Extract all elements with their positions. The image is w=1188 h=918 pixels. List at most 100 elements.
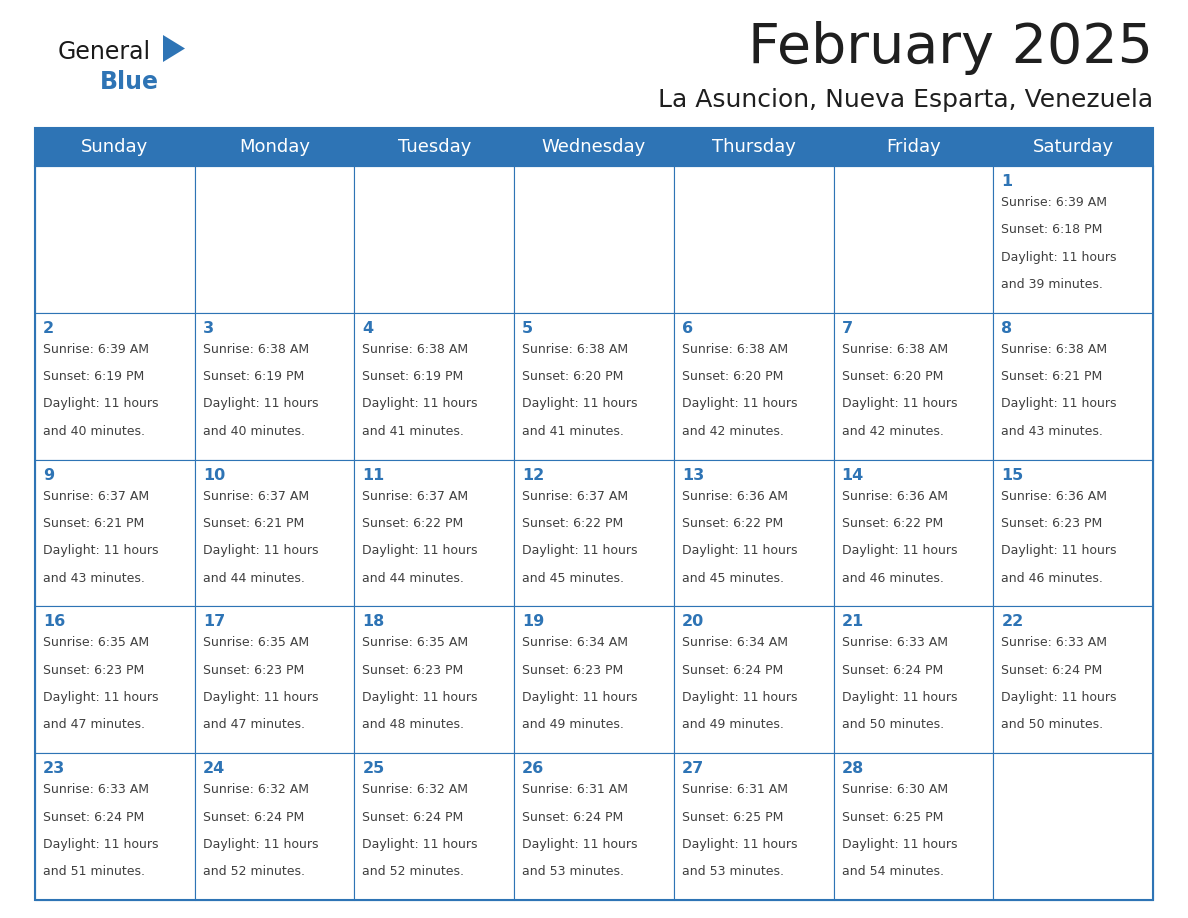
Text: 10: 10 xyxy=(203,467,225,483)
Text: Sunset: 6:21 PM: Sunset: 6:21 PM xyxy=(203,517,304,530)
Text: Sunrise: 6:31 AM: Sunrise: 6:31 AM xyxy=(682,783,788,796)
Text: 15: 15 xyxy=(1001,467,1024,483)
Text: Daylight: 11 hours: Daylight: 11 hours xyxy=(43,544,158,557)
Text: Thursday: Thursday xyxy=(712,138,796,156)
Text: Daylight: 11 hours: Daylight: 11 hours xyxy=(682,838,797,851)
Bar xyxy=(34,313,195,460)
Text: and 47 minutes.: and 47 minutes. xyxy=(203,719,304,732)
Bar xyxy=(195,607,354,753)
Text: 4: 4 xyxy=(362,320,373,336)
Text: Sunset: 6:18 PM: Sunset: 6:18 PM xyxy=(1001,223,1102,236)
Text: 14: 14 xyxy=(841,467,864,483)
Text: Sunset: 6:19 PM: Sunset: 6:19 PM xyxy=(362,370,463,383)
Text: 18: 18 xyxy=(362,614,385,630)
Text: Sunset: 6:21 PM: Sunset: 6:21 PM xyxy=(43,517,144,530)
Text: and 51 minutes.: and 51 minutes. xyxy=(43,865,145,879)
Text: Daylight: 11 hours: Daylight: 11 hours xyxy=(841,397,958,410)
Bar xyxy=(195,753,354,900)
Text: Sunset: 6:23 PM: Sunset: 6:23 PM xyxy=(523,664,624,677)
Text: 28: 28 xyxy=(841,761,864,777)
Text: and 50 minutes.: and 50 minutes. xyxy=(841,719,943,732)
Text: Sunrise: 6:32 AM: Sunrise: 6:32 AM xyxy=(203,783,309,796)
Text: Sunrise: 6:39 AM: Sunrise: 6:39 AM xyxy=(1001,196,1107,209)
Text: Sunrise: 6:34 AM: Sunrise: 6:34 AM xyxy=(682,636,788,649)
Text: Sunset: 6:22 PM: Sunset: 6:22 PM xyxy=(523,517,624,530)
Text: Sunset: 6:20 PM: Sunset: 6:20 PM xyxy=(841,370,943,383)
Text: Sunrise: 6:36 AM: Sunrise: 6:36 AM xyxy=(1001,489,1107,502)
Text: and 54 minutes.: and 54 minutes. xyxy=(841,865,943,879)
Bar xyxy=(34,753,195,900)
Text: Sunset: 6:23 PM: Sunset: 6:23 PM xyxy=(1001,517,1102,530)
Text: Sunrise: 6:33 AM: Sunrise: 6:33 AM xyxy=(1001,636,1107,649)
Text: 19: 19 xyxy=(523,614,544,630)
Text: Sunset: 6:24 PM: Sunset: 6:24 PM xyxy=(43,811,144,823)
Bar xyxy=(514,460,674,607)
Bar xyxy=(34,128,1154,900)
Text: Friday: Friday xyxy=(886,138,941,156)
Text: and 50 minutes.: and 50 minutes. xyxy=(1001,719,1104,732)
Text: Sunset: 6:25 PM: Sunset: 6:25 PM xyxy=(682,811,783,823)
Text: Daylight: 11 hours: Daylight: 11 hours xyxy=(523,691,638,704)
Bar xyxy=(195,166,354,313)
Text: 11: 11 xyxy=(362,467,385,483)
Bar xyxy=(993,607,1154,753)
Text: General: General xyxy=(58,40,151,64)
Text: Blue: Blue xyxy=(100,70,159,94)
Text: Daylight: 11 hours: Daylight: 11 hours xyxy=(682,691,797,704)
Bar xyxy=(195,313,354,460)
Text: Sunset: 6:19 PM: Sunset: 6:19 PM xyxy=(43,370,144,383)
Text: Daylight: 11 hours: Daylight: 11 hours xyxy=(523,397,638,410)
Text: Daylight: 11 hours: Daylight: 11 hours xyxy=(1001,251,1117,263)
Text: and 41 minutes.: and 41 minutes. xyxy=(362,425,465,438)
Bar xyxy=(514,166,674,313)
Text: Daylight: 11 hours: Daylight: 11 hours xyxy=(523,838,638,851)
Text: and 42 minutes.: and 42 minutes. xyxy=(841,425,943,438)
Text: and 39 minutes.: and 39 minutes. xyxy=(1001,278,1104,291)
Text: Sunrise: 6:33 AM: Sunrise: 6:33 AM xyxy=(43,783,148,796)
Text: 9: 9 xyxy=(43,467,55,483)
Text: and 45 minutes.: and 45 minutes. xyxy=(682,572,784,585)
Text: and 42 minutes.: and 42 minutes. xyxy=(682,425,784,438)
Text: and 43 minutes.: and 43 minutes. xyxy=(1001,425,1104,438)
Text: 26: 26 xyxy=(523,761,544,777)
Text: Sunset: 6:20 PM: Sunset: 6:20 PM xyxy=(682,370,783,383)
Text: 13: 13 xyxy=(682,467,704,483)
Text: and 53 minutes.: and 53 minutes. xyxy=(523,865,624,879)
Text: Sunrise: 6:36 AM: Sunrise: 6:36 AM xyxy=(841,489,948,502)
Text: 20: 20 xyxy=(682,614,704,630)
Bar xyxy=(34,166,195,313)
Text: 8: 8 xyxy=(1001,320,1012,336)
Text: Sunset: 6:22 PM: Sunset: 6:22 PM xyxy=(841,517,943,530)
Bar xyxy=(834,166,993,313)
Text: Sunrise: 6:37 AM: Sunrise: 6:37 AM xyxy=(43,489,150,502)
Text: Sunrise: 6:38 AM: Sunrise: 6:38 AM xyxy=(523,342,628,356)
Bar xyxy=(34,128,1154,166)
Text: Sunrise: 6:39 AM: Sunrise: 6:39 AM xyxy=(43,342,148,356)
Text: and 52 minutes.: and 52 minutes. xyxy=(203,865,304,879)
Text: 2: 2 xyxy=(43,320,55,336)
Text: Sunrise: 6:37 AM: Sunrise: 6:37 AM xyxy=(203,489,309,502)
Text: Sunset: 6:19 PM: Sunset: 6:19 PM xyxy=(203,370,304,383)
Text: Daylight: 11 hours: Daylight: 11 hours xyxy=(1001,691,1117,704)
Text: Sunrise: 6:35 AM: Sunrise: 6:35 AM xyxy=(43,636,150,649)
Text: and 43 minutes.: and 43 minutes. xyxy=(43,572,145,585)
Text: 1: 1 xyxy=(1001,174,1012,189)
Text: Daylight: 11 hours: Daylight: 11 hours xyxy=(203,838,318,851)
Bar xyxy=(514,607,674,753)
Text: Sunset: 6:21 PM: Sunset: 6:21 PM xyxy=(1001,370,1102,383)
Text: Daylight: 11 hours: Daylight: 11 hours xyxy=(203,397,318,410)
Bar xyxy=(993,313,1154,460)
Text: Sunset: 6:24 PM: Sunset: 6:24 PM xyxy=(203,811,304,823)
Text: 22: 22 xyxy=(1001,614,1024,630)
Bar xyxy=(993,166,1154,313)
Text: Sunset: 6:24 PM: Sunset: 6:24 PM xyxy=(682,664,783,677)
Text: Daylight: 11 hours: Daylight: 11 hours xyxy=(362,838,478,851)
Text: Daylight: 11 hours: Daylight: 11 hours xyxy=(1001,397,1117,410)
Text: 23: 23 xyxy=(43,761,65,777)
Text: Sunset: 6:24 PM: Sunset: 6:24 PM xyxy=(523,811,624,823)
Text: Daylight: 11 hours: Daylight: 11 hours xyxy=(841,691,958,704)
Text: and 46 minutes.: and 46 minutes. xyxy=(841,572,943,585)
Text: 3: 3 xyxy=(203,320,214,336)
Text: Sunrise: 6:38 AM: Sunrise: 6:38 AM xyxy=(362,342,468,356)
Bar xyxy=(834,753,993,900)
